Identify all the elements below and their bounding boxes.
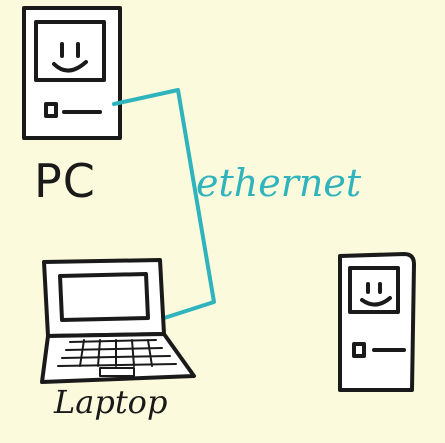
laptop-label: Laptop (54, 383, 168, 421)
pc-computer-icon (22, 6, 122, 140)
ethernet-cable (112, 88, 216, 322)
laptop-icon (40, 258, 196, 384)
pc-label: PC (34, 154, 96, 208)
unconnected-computer-icon (338, 252, 416, 392)
ethernet-label: ethernet (196, 161, 362, 205)
